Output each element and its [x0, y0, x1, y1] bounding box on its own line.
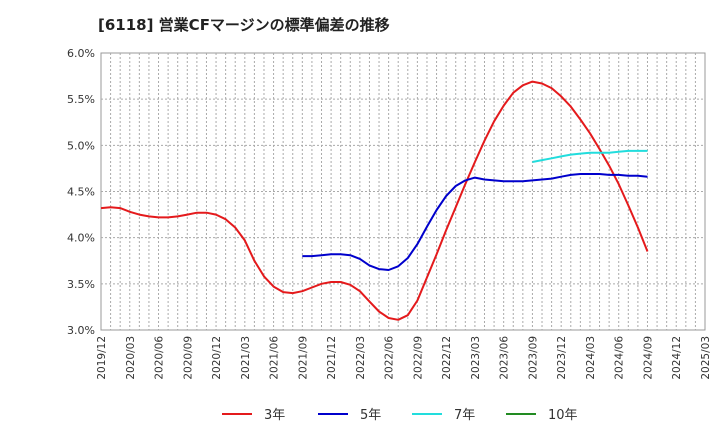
y-tick-label: 3.5%	[67, 278, 95, 291]
x-tick-label: 2024/09	[642, 336, 654, 380]
x-tick-label: 2024/12	[671, 336, 683, 380]
x-tick-label: 2021/12	[326, 336, 338, 380]
y-tick-label: 5.0%	[67, 139, 95, 152]
x-tick-label: 2022/03	[355, 336, 367, 380]
legend-label-7年: 7年	[454, 408, 475, 423]
legend-label-5年: 5年	[360, 408, 381, 423]
x-axis-ticks: 2019/12 2020/03 2020/06 2020/09 2020/12 2021/…	[96, 336, 712, 380]
x-tick-label: 2019/12	[96, 336, 108, 380]
grid-lines	[101, 53, 705, 330]
x-tick-label: 2024/06	[614, 336, 626, 380]
x-tick-label: 2022/09	[412, 336, 424, 380]
x-tick-label: 2021/06	[269, 336, 281, 380]
y-tick-label: 6.0%	[67, 47, 95, 60]
y-tick-label: 4.0%	[67, 232, 95, 245]
y-axis-ticks: 6.0% 5.5% 5.0% 4.5% 4.0% 3.5% 3.0%	[67, 47, 95, 337]
series-line-3年	[100, 80, 649, 321]
x-tick-label: 2023/09	[527, 336, 539, 380]
x-tick-label: 2021/03	[240, 336, 252, 380]
x-tick-label: 2024/03	[585, 336, 597, 380]
x-tick-label: 2022/06	[384, 336, 396, 380]
x-tick-label: 2020/03	[125, 336, 137, 380]
legend-label-3年: 3年	[264, 408, 285, 423]
x-tick-label: 2023/06	[499, 336, 511, 380]
series-line-7年	[532, 149, 648, 163]
x-tick-label: 2023/03	[470, 336, 482, 380]
x-tick-label: 2023/12	[556, 336, 568, 380]
y-tick-label: 3.0%	[67, 324, 95, 337]
y-tick-label: 5.5%	[67, 93, 95, 106]
series-line-5年	[302, 173, 648, 271]
x-tick-label: 2020/06	[154, 336, 166, 380]
x-tick-label: 2025/03	[700, 336, 712, 380]
x-tick-label: 2020/09	[182, 336, 194, 380]
legend: 3年 5年 7年 10年	[222, 408, 578, 423]
legend-label-10年: 10年	[548, 408, 578, 423]
x-tick-label: 2020/12	[211, 336, 223, 380]
x-tick-label: 2021/09	[297, 336, 309, 380]
chart-title: [6118] 営業CFマージンの標準偏差の推移	[98, 16, 390, 34]
series-lines	[100, 80, 649, 321]
y-tick-label: 4.5%	[67, 186, 95, 199]
x-tick-label: 2022/12	[441, 336, 453, 380]
